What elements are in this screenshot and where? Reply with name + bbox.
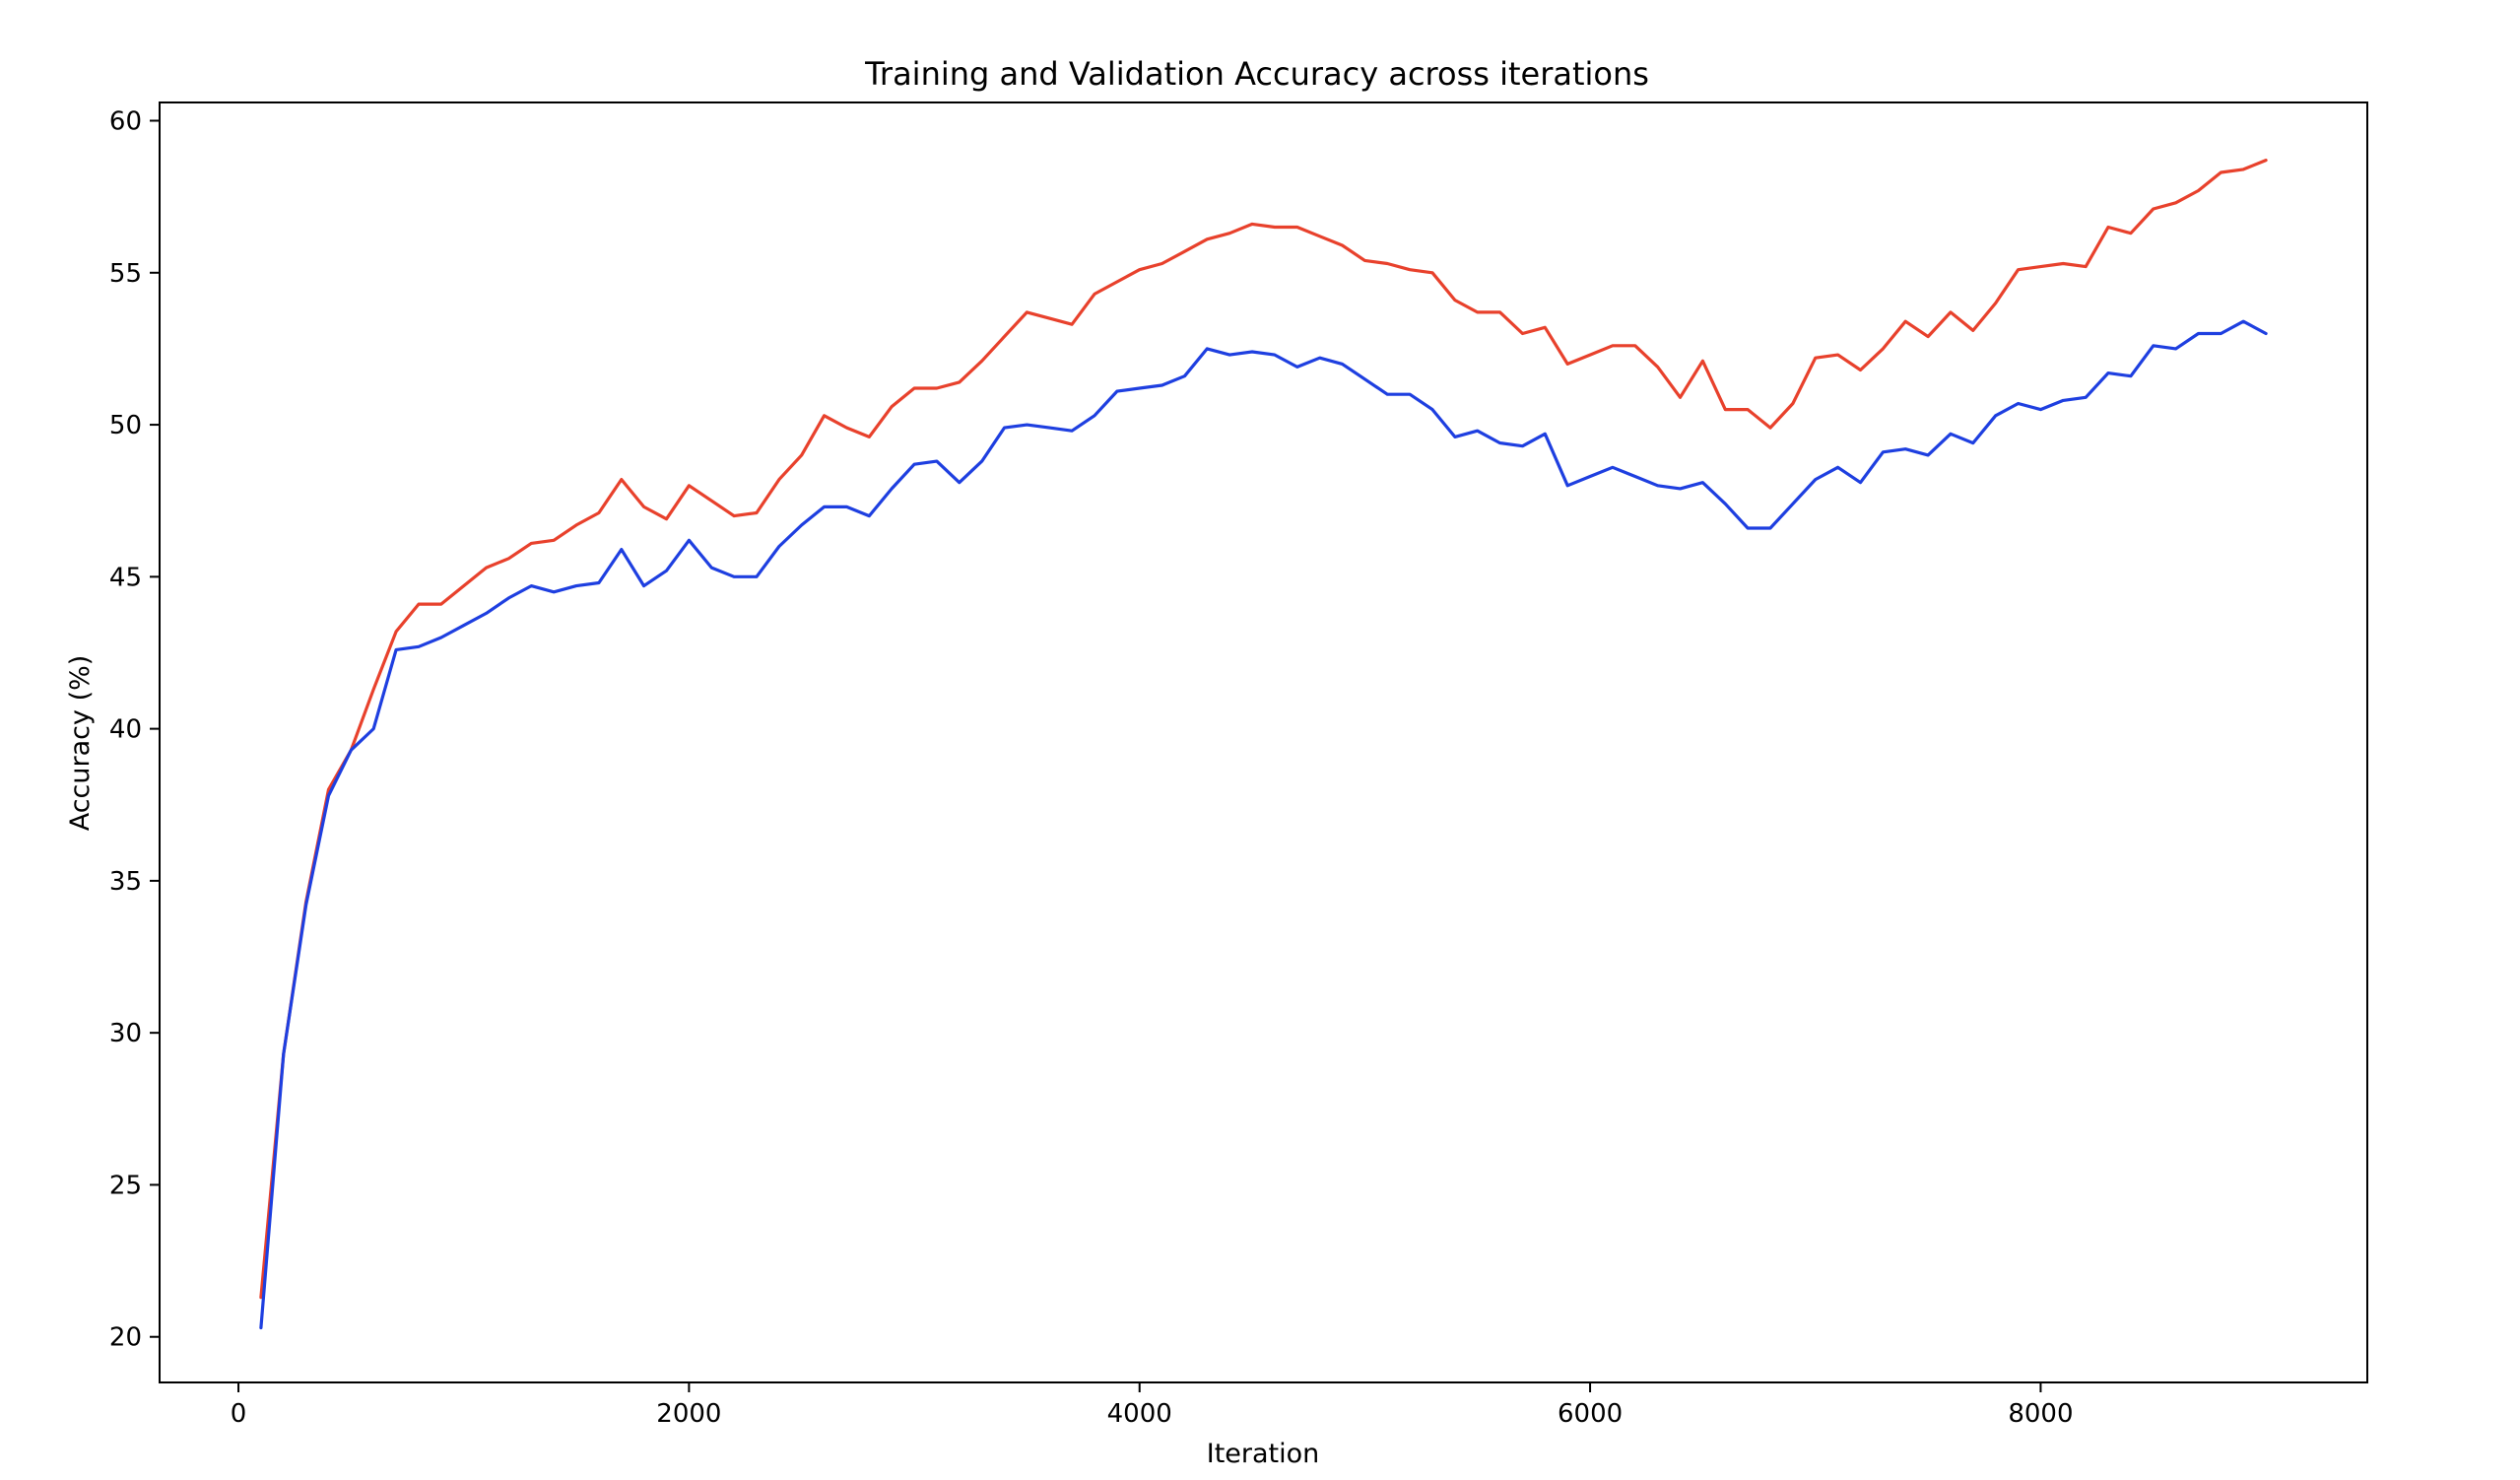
x-tick-label: 8000 (2008, 1399, 2073, 1429)
x-axis: 0 2000 4000 6000 8000 (231, 1382, 2074, 1429)
y-tick-label: 40 (109, 715, 142, 745)
series-layer (259, 159, 2268, 1330)
x-tick-label: 0 (231, 1399, 247, 1429)
y-tick-label: 35 (109, 867, 142, 897)
y-tick-label: 60 (109, 107, 142, 137)
y-axis: 20 25 30 35 40 45 50 55 60 (109, 107, 160, 1353)
x-tick-label: 4000 (1107, 1399, 1172, 1429)
x-tick-label: 2000 (656, 1399, 721, 1429)
series-line-2 (259, 319, 2268, 1330)
y-tick-label: 20 (109, 1323, 142, 1353)
plot-area (159, 101, 2368, 1383)
y-tick-label: 50 (109, 411, 142, 440)
y-tick-label: 55 (109, 259, 142, 289)
y-tick-label: 25 (109, 1171, 142, 1200)
x-tick-label: 6000 (1558, 1399, 1623, 1429)
y-tick-label: 30 (109, 1019, 142, 1048)
y-tick-label: 45 (109, 563, 142, 592)
chart-title: Training and Validation Accuracy across … (864, 55, 1649, 93)
x-axis-label: Iteration (1207, 1439, 1320, 1469)
series-line-1 (259, 159, 2268, 1300)
y-axis-label: Accuracy (%) (65, 655, 96, 832)
